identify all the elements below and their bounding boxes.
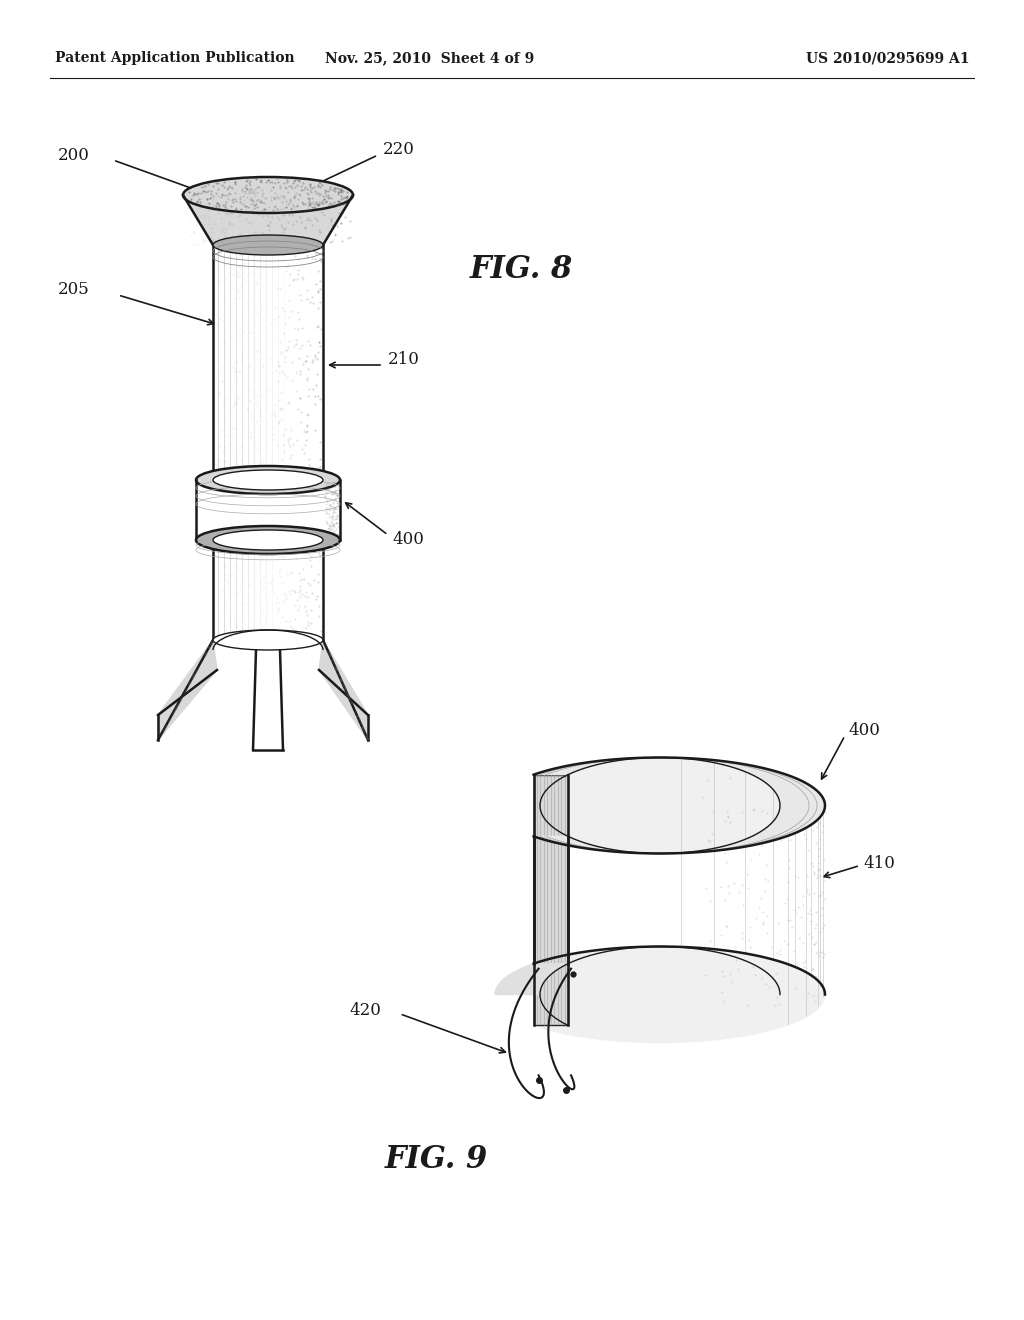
Ellipse shape [213,235,323,255]
Ellipse shape [183,177,353,213]
Text: Nov. 25, 2010  Sheet 4 of 9: Nov. 25, 2010 Sheet 4 of 9 [326,51,535,65]
Text: 400: 400 [848,722,880,739]
Text: FIG. 9: FIG. 9 [385,1144,488,1176]
Ellipse shape [196,466,340,494]
Text: 210: 210 [388,351,420,368]
Text: Patent Application Publication: Patent Application Publication [55,51,295,65]
Polygon shape [196,480,340,540]
Text: 400: 400 [392,532,424,549]
Polygon shape [534,837,568,1026]
Polygon shape [319,640,368,741]
Ellipse shape [213,630,323,649]
Text: US 2010/0295699 A1: US 2010/0295699 A1 [807,51,970,65]
Polygon shape [534,758,825,1043]
Ellipse shape [196,525,340,554]
Polygon shape [183,195,353,246]
Polygon shape [495,964,568,994]
Polygon shape [213,540,323,640]
Polygon shape [540,775,568,1026]
Text: FIG. 8: FIG. 8 [470,255,573,285]
Text: 220: 220 [383,141,415,158]
Text: 200: 200 [58,147,90,164]
Text: 410: 410 [863,855,895,873]
Ellipse shape [213,470,323,490]
Polygon shape [534,758,825,854]
Ellipse shape [213,531,323,550]
Text: 420: 420 [349,1002,382,1019]
Polygon shape [253,649,283,750]
Polygon shape [213,246,323,480]
Text: 205: 205 [58,281,90,298]
Polygon shape [158,640,217,741]
Polygon shape [534,775,568,964]
